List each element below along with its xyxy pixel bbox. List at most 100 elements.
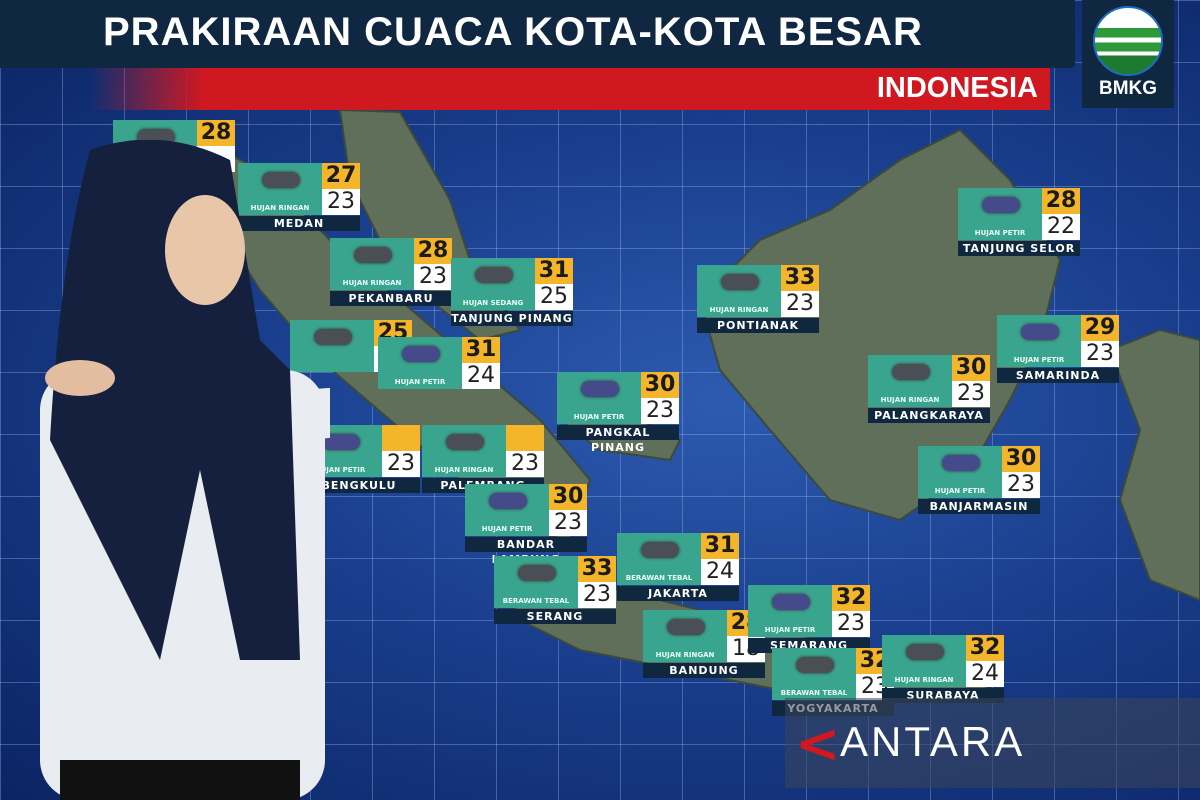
cloud-icon (796, 657, 834, 673)
weather-description: BERAWAN TEBAL (502, 597, 570, 605)
min-temp: 23 (506, 451, 544, 477)
max-temp: 33 (781, 265, 819, 291)
weather-icon-box: HUJAN PETIR (748, 585, 832, 637)
city-name: MEDAN (238, 216, 360, 231)
weather-icon-box: HUJAN RINGAN (330, 238, 414, 290)
weather-icon-box: BERAWAN TEBAL (494, 556, 578, 608)
logo-text: BMKG (1098, 78, 1158, 99)
city-forecast-card: HUJAN SEDANG 31 25 TANJUNG PINANG (451, 258, 573, 326)
weather-description: BERAWAN TEBAL (625, 574, 693, 582)
cloud-rain-icon (667, 619, 705, 635)
max-temp: 28 (197, 120, 235, 146)
city-name: BANDAR LAMPUNG (465, 537, 587, 566)
weather-icon-box: BERAWAN TEBAL (772, 648, 856, 700)
weather-description: HUJAN RINGAN (894, 676, 954, 684)
weather-icon-box: HUJAN PETIR (918, 446, 1002, 498)
weather-icon-box: HUJAN PETIR (557, 372, 641, 424)
city-forecast-card: HUJAN PETIR 32 23 SEMARANG (748, 585, 870, 653)
city-name: JAKARTA (617, 586, 739, 601)
weather-icon-box: HUJAN RINGAN (643, 610, 727, 662)
cloud-rain-icon (314, 329, 352, 345)
weather-description: HUJAN RINGAN (655, 651, 715, 659)
sulawesi (1108, 328, 1200, 602)
city-forecast-card: HUJAN RINGAN 28 18 BANDUNG (643, 610, 765, 678)
max-temp: 30 (952, 355, 990, 381)
city-forecast-card: HUJAN RINGAN 32 24 SURABAYA (882, 635, 1004, 703)
cloud-icon (641, 542, 679, 558)
min-temp: 23 (549, 510, 587, 536)
city-name: BENGKULU (298, 478, 420, 493)
max-temp: 27 (322, 163, 360, 189)
antara-watermark: < ANTARA (785, 698, 1200, 788)
weather-description: HUJAN PETIR (1013, 356, 1065, 364)
city-forecast-card: HUJAN RINGAN 23 PALEMBANG (422, 425, 544, 493)
weather-description: HUJAN PETIR (934, 487, 986, 495)
max-temp: 28 (414, 238, 452, 264)
weather-icon-box: HUJAN SEDANG (451, 258, 535, 310)
city-forecast-card: HUJAN PETIR 30 23 PANGKAL PINANG (557, 372, 679, 454)
max-temp: 33 (578, 556, 616, 582)
weather-description: HUJAN PETIR (394, 378, 446, 386)
weather-icon-box: HUJAN RINGAN (238, 163, 322, 215)
thunderstorm-icon (982, 197, 1020, 213)
min-temp: 24 (966, 661, 1004, 687)
subtitle-banner: INDONESIA (90, 68, 1050, 110)
city-forecast-card: BERAWAN TEBAL 33 23 SERANG (494, 556, 616, 624)
city-forecast-card: HUJAN PETIR 31 24 (378, 337, 500, 405)
weather-icon-box: HUJAN PETIR (958, 188, 1042, 240)
min-temp: 23 (322, 189, 360, 215)
cloud-rain-icon (446, 434, 484, 450)
weather-description: HUJAN SEDANG (462, 299, 524, 307)
city-name: PEKANBARU (330, 291, 452, 306)
city-forecast-card: HUJAN PETIR 30 23 BANJARMASIN (918, 446, 1040, 514)
weather-description: HUJAN RINGAN (250, 204, 310, 212)
weather-description: HUJAN PETIR (314, 466, 366, 474)
city-name: SERANG (494, 609, 616, 624)
max-temp: 31 (462, 337, 500, 363)
watermark-text: ANTARA (840, 718, 1026, 765)
city-name: PANGKAL PINANG (557, 425, 679, 454)
page-title: PRAKIRAAN CUACA KOTA-KOTA BESAR (103, 10, 923, 54)
city-forecast-card: HUJAN PETIR 30 23 BANDAR LAMPUNG (465, 484, 587, 566)
city-forecast-card: HUJAN PETIR 28 22 TANJUNG SELOR (958, 188, 1080, 256)
weather-icon-box: HUJAN RINGAN (882, 635, 966, 687)
weather-icon-box: HUJAN PETIR (465, 484, 549, 536)
min-temp: 23 (832, 611, 870, 637)
city-name: BANJARMASIN (918, 499, 1040, 514)
city-name: BANDUNG (643, 663, 765, 678)
min-temp: 23 (382, 451, 420, 477)
weather-icon-box (290, 320, 374, 372)
min-temp: 23 (578, 582, 616, 608)
weather-icon-box: HUJAN RINGAN (697, 265, 781, 317)
city-forecast-card: HUJAN RINGAN 33 23 PONTIANAK (697, 265, 819, 333)
min-temp: 23 (781, 291, 819, 317)
city-forecast-card: HUJAN RINGAN 27 23 MEDAN (238, 163, 360, 231)
max-temp: 32 (832, 585, 870, 611)
max-temp: 29 (1081, 315, 1119, 341)
cloud-rain-icon (892, 364, 930, 380)
weather-icon-box: HUJAN RINGAN (422, 425, 506, 477)
cloud-rain-icon (475, 267, 513, 283)
weather-description: HUJAN RINGAN (880, 396, 940, 404)
cloud-rain-icon (721, 274, 759, 290)
antara-logo-icon: < (795, 712, 841, 775)
max-temp: 31 (535, 258, 573, 284)
thunderstorm-icon (489, 493, 527, 509)
thunderstorm-icon (581, 381, 619, 397)
weather-icon-box: HUJAN PETIR (997, 315, 1081, 367)
max-temp: 30 (1002, 446, 1040, 472)
weather-description: HUJAN RINGAN (434, 466, 494, 474)
min-temp: 23 (1002, 472, 1040, 498)
thunderstorm-icon (322, 434, 360, 450)
presenter (40, 140, 330, 800)
max-temp: 28 (1042, 188, 1080, 214)
city-forecast-card: BERAWAN TEBAL 31 24 JAKARTA (617, 533, 739, 601)
cloud-rain-icon (262, 172, 300, 188)
thunderstorm-icon (942, 455, 980, 471)
weather-icon-box: BERAWAN TEBAL (617, 533, 701, 585)
weather-icon-box: HUJAN RINGAN (868, 355, 952, 407)
weather-description: HUJAN PETIR (573, 413, 625, 421)
min-temp: 24 (701, 559, 739, 585)
min-temp: 23 (414, 264, 452, 290)
max-temp: 30 (549, 484, 587, 510)
